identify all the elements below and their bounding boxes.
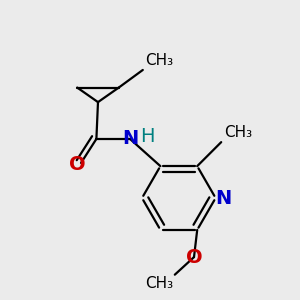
Text: CH₃: CH₃ [224, 124, 253, 140]
Text: CH₃: CH₃ [146, 53, 173, 68]
Text: O: O [186, 248, 202, 267]
Text: O: O [69, 155, 85, 174]
Text: CH₃: CH₃ [145, 276, 173, 291]
Text: H: H [140, 127, 155, 146]
Text: N: N [122, 129, 138, 148]
Text: N: N [215, 188, 231, 208]
